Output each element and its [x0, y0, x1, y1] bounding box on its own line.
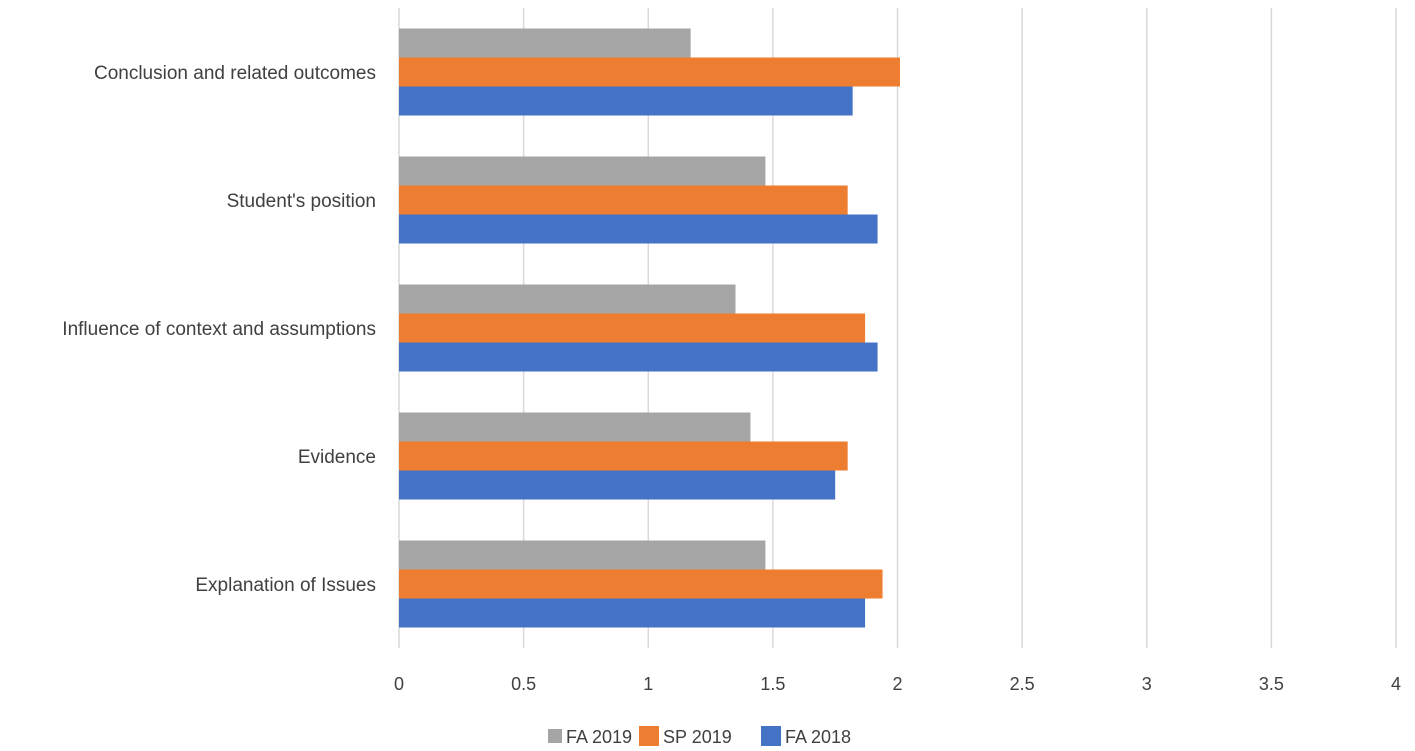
bar-sp-2019 [399, 57, 900, 87]
x-tick-label: 0 [394, 674, 404, 694]
category-label: Student's position [227, 191, 376, 212]
bar-fa-2018 [399, 214, 878, 244]
legend-swatch [639, 726, 659, 746]
bars [399, 28, 900, 628]
x-tick-label: 0.5 [511, 674, 536, 694]
bar-sp-2019 [399, 185, 848, 215]
legend-swatch [761, 726, 781, 746]
bar-fa-2019 [399, 540, 766, 570]
legend-label: FA 2019 [566, 727, 632, 747]
category-label: Conclusion and related outcomes [94, 63, 376, 84]
bar-fa-2019 [399, 284, 736, 314]
bar-fa-2018 [399, 342, 878, 372]
x-tick-label: 1.5 [760, 674, 785, 694]
bar-fa-2019 [399, 412, 751, 442]
x-axis-ticks: 0 0.5 1 1.5 2 2.5 3 3.5 4 [394, 674, 1401, 694]
legend-label: FA 2018 [785, 727, 851, 747]
x-tick-label: 1 [643, 674, 653, 694]
x-tick-label: 3 [1142, 674, 1152, 694]
bar-sp-2019 [399, 441, 848, 471]
bar-fa-2018 [399, 86, 853, 116]
category-label: Evidence [298, 447, 376, 468]
x-tick-label: 2 [892, 674, 902, 694]
x-tick-label: 3.5 [1259, 674, 1284, 694]
legend-swatch [548, 729, 562, 743]
category-label: Explanation of Issues [195, 575, 376, 596]
bar-fa-2018 [399, 598, 866, 628]
legend-label: SP 2019 [663, 727, 732, 747]
bar-fa-2018 [399, 470, 836, 500]
bar-fa-2019 [399, 28, 691, 58]
bar-sp-2019 [399, 313, 866, 343]
legend: FA 2019 SP 2019 FA 2018 [548, 726, 851, 747]
bar-sp-2019 [399, 569, 883, 599]
x-tick-label: 2.5 [1010, 674, 1035, 694]
category-label: Influence of context and assumptions [62, 319, 376, 340]
category-labels: Explanation of Issues Evidence Influence o… [62, 63, 376, 596]
x-tick-label: 4 [1391, 674, 1401, 694]
bar-fa-2019 [399, 156, 766, 186]
